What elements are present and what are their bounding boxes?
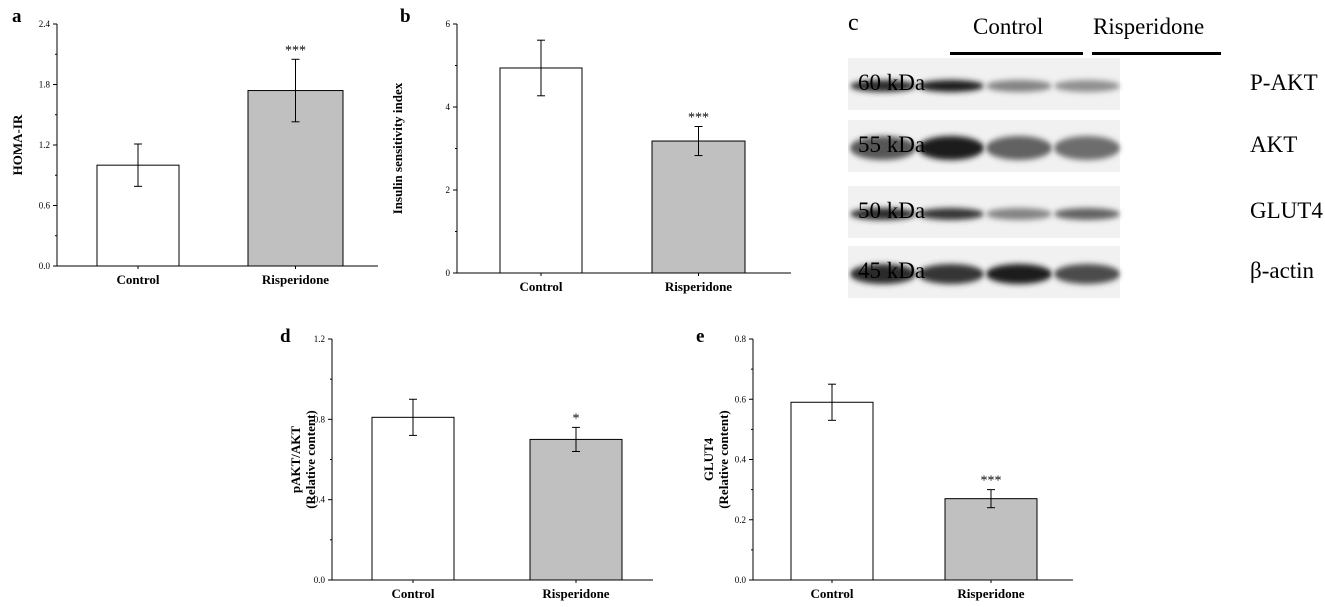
- y-axis-label2-d: (Relative content): [303, 410, 318, 509]
- chart-panel-b: b 0 2 4 6 Insulin sensitivity index Control **…: [380, 0, 810, 305]
- chart-b: 0 2 4 6 Insulin sensitivity index Control *** R…: [390, 19, 791, 294]
- bar-b-1: [651, 140, 746, 274]
- chart-panel-e: e 0.0 0.2 0.4 0.6 0.8 GLUT4 (Relative content)…: [680, 320, 1080, 607]
- chart-a: 0.0 0.6 1.2 1.8 2.4 HOMA-IR Control *** Risperid…: [10, 19, 378, 287]
- y-tick-label-b-3: 6: [446, 19, 451, 29]
- blot-band-2-0: [850, 208, 916, 220]
- significance-e-1: ***: [981, 474, 1002, 489]
- panel-label-b: b: [400, 6, 411, 27]
- y-tick-label-a-4: 2.4: [39, 19, 51, 29]
- bar-e-0: [790, 401, 874, 581]
- y-tick-label-e-2: 0.4: [735, 455, 747, 465]
- y-tick-label-a-0: 0.0: [39, 261, 51, 271]
- blot-marker-row-0: 60 kDa: [858, 70, 926, 95]
- blot-band-1-3: [1054, 136, 1120, 160]
- y-tick-label-d-0: 0.0: [314, 575, 326, 585]
- y-tick-label-d-1: 0.4: [314, 495, 326, 505]
- bar-d-0: [371, 416, 455, 581]
- chart-panel-d: d 0.0 0.4 0.8 1.2 pAKT/AKT (Relative content)…: [270, 320, 670, 607]
- y-tick-label-a-2: 1.2: [39, 140, 50, 150]
- y-tick-label-e-1: 0.2: [735, 515, 746, 525]
- blot-band-0-3: [1054, 80, 1120, 92]
- blot-group-control: Control: [973, 14, 1044, 39]
- x-tick-label-a-0: Control: [116, 272, 159, 287]
- y-axis-label-b: Insulin sensitivity index: [390, 82, 405, 214]
- blot-protein-row-1: AKT: [1250, 132, 1298, 157]
- blot-protein-row-0: P-AKT: [1250, 70, 1318, 95]
- western-blot-panel: c Control Risperidone 60 kDa 55 kDa 50 k…: [848, 8, 1323, 298]
- blot-band-1-0: [850, 136, 916, 160]
- y-axis-label2-e: (Relative content): [716, 410, 731, 509]
- significance-a-1: ***: [285, 43, 306, 58]
- blot-band-3-2: [986, 264, 1052, 284]
- blot-band-3-0: [850, 264, 916, 284]
- y-tick-label-e-0: 0.0: [735, 575, 747, 585]
- y-axis-label-a: HOMA-IR: [10, 114, 25, 175]
- blot-band-1-1: [918, 136, 984, 160]
- x-tick-label-d-0: Control: [391, 586, 434, 601]
- blot-band-3-1: [918, 264, 984, 284]
- blot-band-1-2: [986, 136, 1052, 160]
- x-tick-label-d-1: Risperidone: [542, 586, 609, 601]
- significance-b-1: ***: [688, 111, 709, 126]
- panel-label-a: a: [12, 6, 22, 27]
- blot-band-0-1: [918, 80, 984, 92]
- chart-panel-a: a 0.0 0.6 1.2 1.8 2.4 HOMA-IR Control *** Risper…: [0, 0, 400, 300]
- blot-group-control-line: [950, 52, 1083, 55]
- y-tick-label-e-3: 0.6: [735, 394, 747, 404]
- bar-b-0: [499, 67, 583, 274]
- panel-label-e: e: [696, 326, 705, 347]
- bar-e-1: [944, 498, 1038, 581]
- blot-marker-row-2: 50 kDa: [858, 198, 926, 223]
- y-tick-label-d-2: 0.8: [314, 414, 326, 424]
- y-tick-label-e-4: 0.8: [735, 334, 747, 344]
- y-tick-label-a-3: 1.8: [39, 80, 51, 90]
- x-tick-label-e-1: Risperidone: [957, 586, 1024, 601]
- blot-band-2-3: [1054, 208, 1120, 220]
- blot-band-2-2: [986, 208, 1052, 220]
- blot-marker-row-3: 45 kDa: [858, 258, 926, 283]
- blot-group-risperidone: Risperidone: [1093, 14, 1205, 39]
- blot-image: [848, 58, 1120, 298]
- blot-band-3-3: [1054, 264, 1120, 284]
- panel-label-c: c: [848, 10, 859, 36]
- blot-band-0-2: [986, 80, 1052, 92]
- y-axis-label-d: pAKT/AKT: [288, 426, 303, 494]
- x-tick-label-e-0: Control: [810, 586, 853, 601]
- y-tick-label-a-1: 0.6: [39, 201, 51, 211]
- y-tick-label-b-1: 2: [446, 185, 451, 195]
- blot-marker-row-1: 55 kDa: [858, 132, 926, 157]
- bar-d-1: [529, 438, 623, 581]
- x-tick-label-b-0: Control: [519, 279, 562, 294]
- y-tick-label-b-2: 4: [446, 102, 451, 112]
- blot-protein-row-3: β-actin: [1250, 258, 1315, 283]
- blot-band-2-1: [918, 208, 984, 220]
- blot-group-risperidone-line: [1092, 52, 1221, 55]
- chart-e: 0.0 0.2 0.4 0.6 0.8 GLUT4 (Relative content) Co…: [701, 334, 1073, 601]
- panel-label-d: d: [280, 326, 291, 347]
- y-axis-label-e: GLUT4: [701, 437, 716, 481]
- blot-band-0-0: [850, 80, 916, 92]
- x-tick-label-b-1: Risperidone: [665, 279, 732, 294]
- y-tick-label-d-3: 1.2: [314, 334, 325, 344]
- blot-protein-row-2: GLUT4: [1250, 198, 1323, 223]
- x-tick-label-a-1: Risperidone: [262, 272, 329, 287]
- chart-d: 0.0 0.4 0.8 1.2 pAKT/AKT (Relative content) Co…: [288, 334, 653, 601]
- significance-d-1: *: [573, 411, 580, 426]
- y-tick-label-b-0: 0: [446, 268, 451, 278]
